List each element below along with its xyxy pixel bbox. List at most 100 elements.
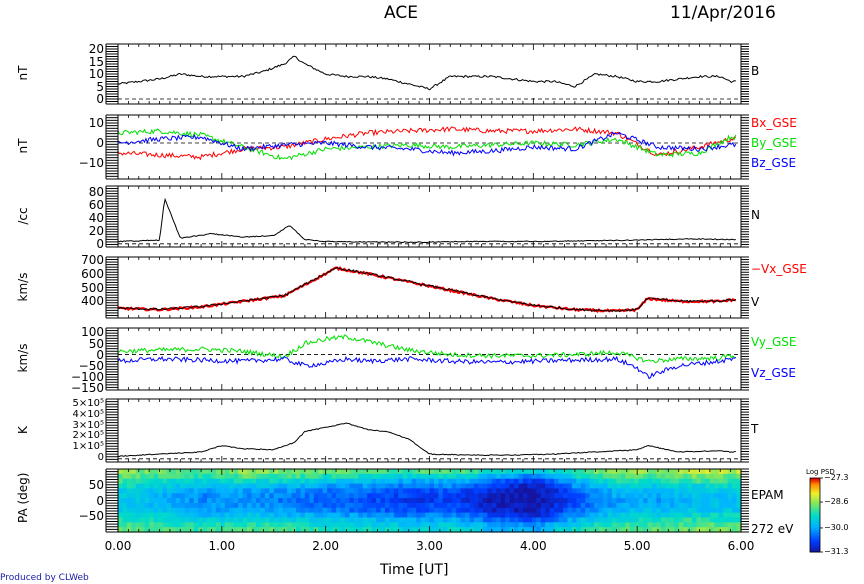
heatmap-cell — [358, 493, 364, 499]
heatmap-cell — [331, 488, 337, 494]
heatmap-cell — [193, 493, 199, 499]
heatmap-cell — [687, 522, 693, 528]
heatmap-cell — [215, 512, 221, 519]
heatmap-cell — [433, 473, 439, 480]
heatmap-cell — [398, 498, 404, 504]
heatmap-cell — [509, 498, 515, 504]
heatmap-cell — [620, 507, 626, 514]
heatmap-cell — [438, 473, 444, 480]
heatmap-cell — [149, 483, 155, 489]
heatmap-cell — [144, 512, 150, 519]
heatmap-cell — [220, 469, 226, 475]
y-tick-label: 60 — [88, 198, 104, 213]
heatmap-cell — [656, 473, 662, 480]
heatmap-cell — [140, 473, 146, 480]
heatmap-cell — [438, 478, 444, 485]
heatmap-cell — [718, 517, 724, 523]
heatmap-cell — [692, 493, 698, 499]
heatmap-cell — [260, 512, 266, 519]
heatmap-cell — [149, 527, 155, 533]
heatmap-cell — [634, 483, 640, 489]
heatmap-cell — [620, 527, 626, 533]
heatmap-cell — [340, 473, 346, 480]
heatmap-cell — [282, 478, 288, 485]
heatmap-cell — [126, 493, 132, 499]
credit-text: Produced by CLWeb — [0, 573, 89, 583]
heatmap-cell — [442, 498, 448, 504]
heatmap-cell — [322, 473, 328, 480]
heatmap-cell — [264, 512, 270, 519]
heatmap-cell — [344, 512, 350, 519]
heatmap-cell — [411, 522, 417, 528]
heatmap-cell — [727, 502, 733, 509]
heatmap-cell — [727, 478, 733, 485]
heatmap-cell — [211, 478, 217, 485]
heatmap-cell — [184, 502, 190, 509]
heatmap-cell — [438, 493, 444, 499]
heatmap-cell — [349, 483, 355, 489]
heatmap-cell — [576, 507, 582, 514]
heatmap-cell — [482, 469, 488, 475]
heatmap-cell — [563, 512, 569, 519]
heatmap-cell — [727, 507, 733, 514]
heatmap-cell — [611, 522, 617, 528]
heatmap-cell — [580, 512, 586, 519]
heatmap-cell — [193, 517, 199, 523]
heatmap-cell — [202, 512, 208, 519]
heatmap-cell — [407, 469, 413, 475]
heatmap-cell — [318, 493, 324, 499]
heatmap-cell — [656, 527, 662, 533]
heatmap-cell — [474, 488, 480, 494]
heatmap-cell — [251, 512, 257, 519]
heatmap-cell — [518, 473, 524, 480]
heatmap-cell — [478, 488, 484, 494]
heatmap-cell — [700, 493, 706, 499]
heatmap-cell — [376, 522, 382, 528]
heatmap-cell — [144, 502, 150, 509]
heatmap-cell — [456, 469, 462, 475]
heatmap-cell — [380, 493, 386, 499]
heatmap-cell — [465, 502, 471, 509]
heatmap-cell — [149, 502, 155, 509]
heatmap-cell — [514, 517, 520, 523]
y-tick-label: 0 — [96, 347, 104, 362]
heatmap-cell — [229, 469, 235, 475]
heatmap-cell — [442, 522, 448, 528]
heatmap-cell — [291, 488, 297, 494]
heatmap-cell — [233, 483, 239, 489]
heatmap-cell — [193, 498, 199, 504]
heatmap-cell — [336, 493, 342, 499]
heatmap-cell — [554, 507, 560, 514]
heatmap-cell — [304, 527, 310, 533]
heatmap-cell — [482, 517, 488, 523]
heatmap-cell — [647, 522, 653, 528]
heatmap-cell — [336, 498, 342, 504]
heatmap-cell — [478, 473, 484, 480]
heatmap-cell — [166, 493, 172, 499]
heatmap-cell — [149, 498, 155, 504]
heatmap-cell — [140, 512, 146, 519]
heatmap-cell — [594, 493, 600, 499]
heatmap-cell — [531, 493, 537, 499]
heatmap-cell — [140, 469, 146, 475]
heatmap-cell — [603, 517, 609, 523]
heatmap-cell — [380, 512, 386, 519]
heatmap-cell — [313, 512, 319, 519]
heatmap-cell — [198, 512, 204, 519]
heatmap-cell — [460, 478, 466, 485]
heatmap-cell — [496, 493, 502, 499]
heatmap-cell — [522, 517, 528, 523]
heatmap-cell — [558, 502, 564, 509]
heatmap-cell — [411, 502, 417, 509]
heatmap-cell — [522, 527, 528, 533]
heatmap-cell — [153, 517, 159, 523]
heatmap-cell — [247, 483, 253, 489]
heatmap-cell — [260, 478, 266, 485]
heatmap-cell — [669, 473, 675, 480]
heatmap-cell — [567, 498, 573, 504]
heatmap-cell — [131, 498, 137, 504]
heatmap-cell — [536, 493, 542, 499]
heatmap-cell — [273, 502, 279, 509]
heatmap-cell — [260, 473, 266, 480]
heatmap-cell — [367, 469, 373, 475]
